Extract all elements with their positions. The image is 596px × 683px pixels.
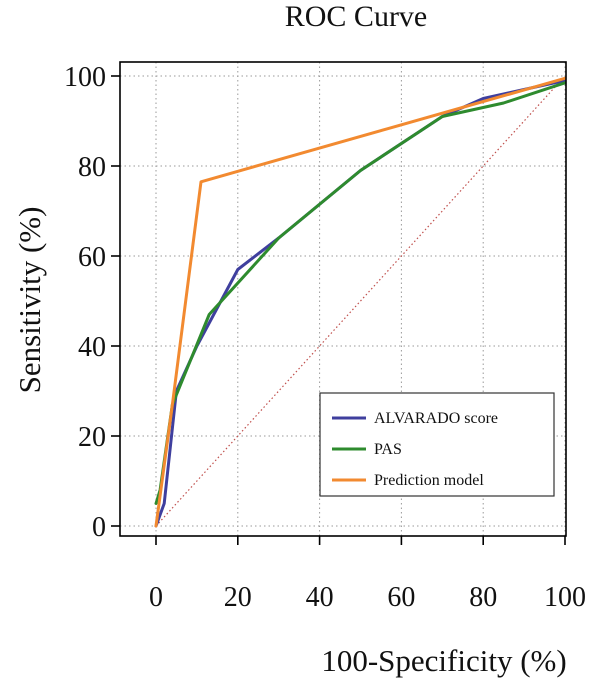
x-axis-label: 100-Specificity (%) xyxy=(321,643,566,678)
y-axis-label: Sensitivity (%) xyxy=(12,207,47,394)
plot-frame xyxy=(119,61,567,537)
series-lines xyxy=(154,76,567,528)
reference-diagonal xyxy=(155,75,566,527)
chart-title: ROC Curve xyxy=(285,0,428,33)
legend-label-pas: PAS xyxy=(374,441,402,458)
reference-line xyxy=(155,75,566,527)
x-tick-label-5: 100 xyxy=(544,582,586,613)
legend: ALVARADO score PAS Prediction model xyxy=(319,392,555,497)
x-tick-label-2: 40 xyxy=(306,582,334,613)
x-tick-label-1: 20 xyxy=(224,582,252,613)
y-tick-label-4: 80 xyxy=(78,152,106,183)
y-tick-label-2: 40 xyxy=(78,332,106,363)
x-tick-label-3: 60 xyxy=(387,582,415,613)
y-tick-label-3: 60 xyxy=(78,242,106,273)
y-tick-label-5: 100 xyxy=(64,62,106,93)
y-tick-label-1: 20 xyxy=(78,422,106,453)
axis-ticks: 0 20 40 60 80 100 0 20 40 60 80 100 xyxy=(64,62,586,613)
legend-label-alvarado-score: ALVARADO score xyxy=(374,410,498,427)
legend-label-prediction-model: Prediction model xyxy=(374,472,484,489)
x-tick-label-4: 80 xyxy=(469,582,497,613)
y-tick-label-0: 0 xyxy=(92,512,106,543)
x-tick-label-0: 0 xyxy=(149,582,163,613)
series-line-prediction-model xyxy=(154,76,567,528)
